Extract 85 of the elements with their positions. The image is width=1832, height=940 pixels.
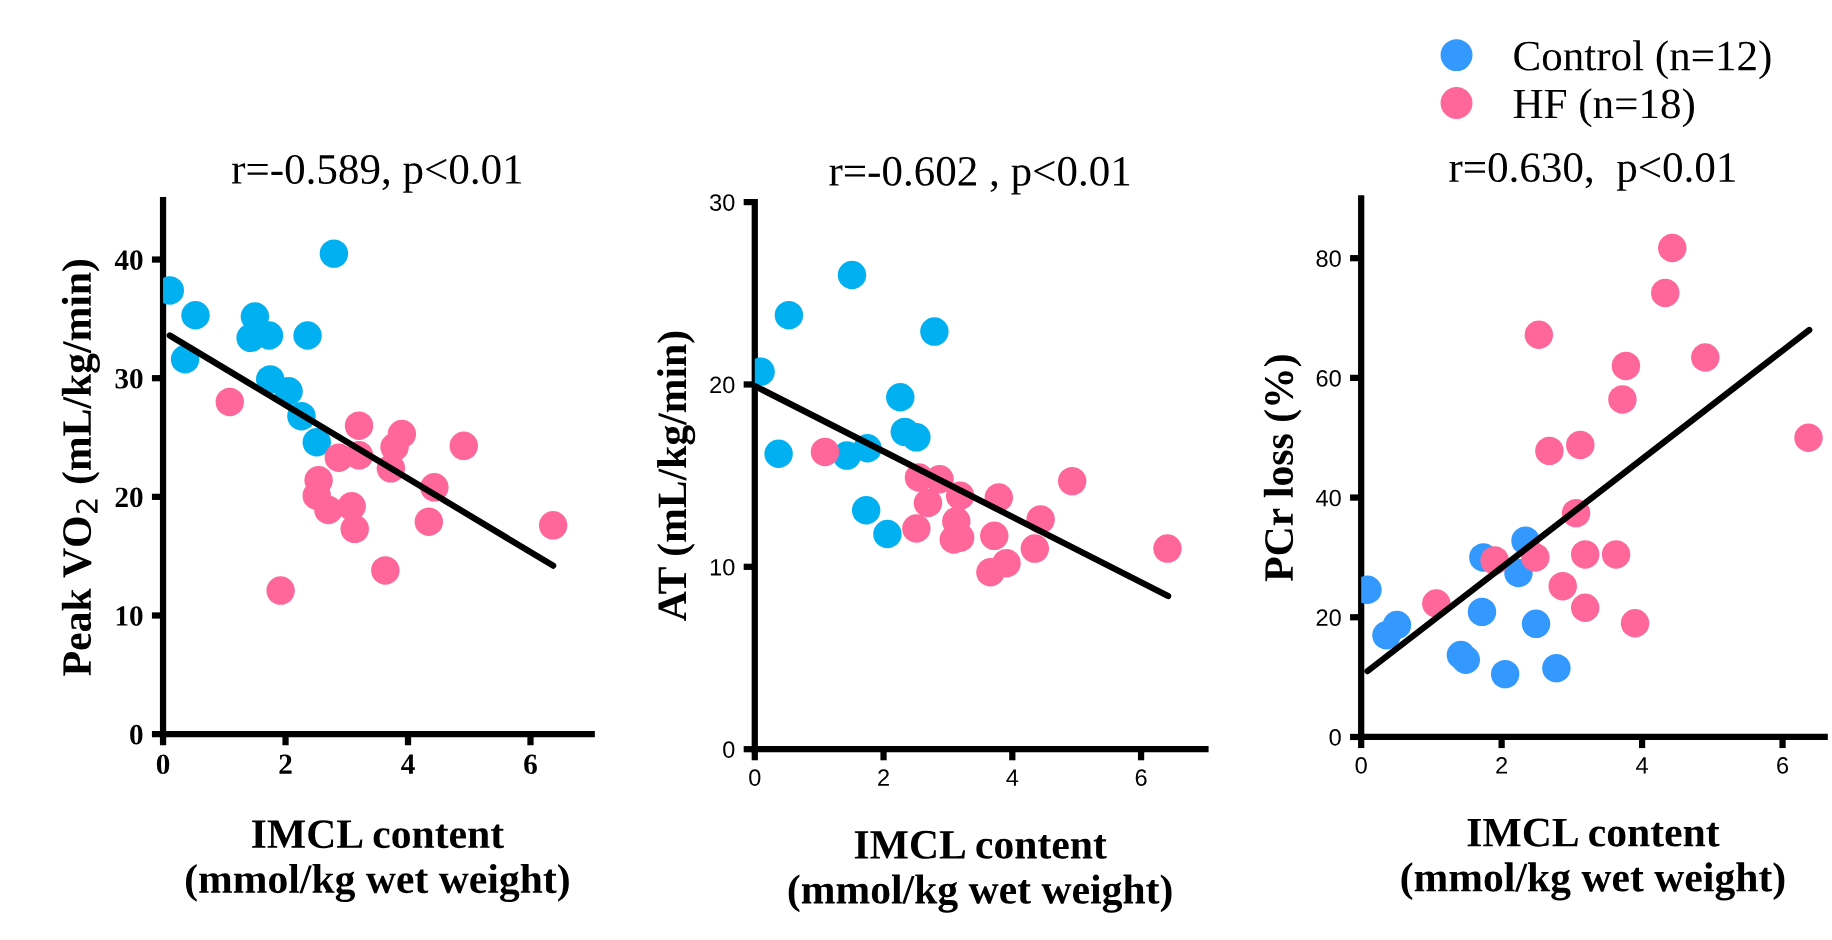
point [1524, 320, 1554, 350]
point [1382, 610, 1412, 640]
point [1658, 233, 1687, 263]
point [344, 411, 374, 440]
x-tick-label: 2 [279, 754, 292, 774]
y-tick-label: 20 [710, 376, 735, 394]
y-axis-title: PCr loss (%) [1263, 355, 1302, 582]
point [837, 260, 867, 290]
point [851, 496, 881, 525]
point [1601, 540, 1631, 569]
y-axis-title: Peak VO$_{2}$ (mL/kg/min) [61, 259, 100, 676]
legend-label: Control (n=12) [1514, 40, 1771, 80]
x-tick-label: 2 [878, 769, 889, 786]
point [1691, 343, 1720, 372]
point [1548, 571, 1577, 601]
y-tick-label: 0 [1329, 729, 1341, 746]
chart-title: r=0.630, p<0.01 [1449, 153, 1735, 191]
x-tick-label: 2 [1496, 757, 1508, 774]
point [1651, 278, 1680, 308]
point [1490, 659, 1520, 689]
point [181, 301, 210, 330]
x-tick-label: 6 [524, 754, 537, 775]
x-tick-label: 4 [401, 754, 415, 774]
point [886, 382, 915, 412]
point [1153, 534, 1182, 563]
y-tick-label: 60 [1316, 369, 1341, 387]
y-tick-label: 20 [1316, 609, 1341, 627]
point [1794, 423, 1823, 452]
point [902, 423, 931, 452]
point [902, 514, 931, 543]
point [1566, 430, 1595, 460]
x-tick-label: 0 [156, 754, 170, 775]
y-tick-label: 0 [130, 724, 143, 745]
point [1542, 653, 1571, 683]
point [913, 488, 943, 518]
point [449, 431, 478, 461]
point [774, 300, 804, 330]
y-tick-label: 0 [723, 741, 735, 758]
point [340, 514, 369, 544]
point [1057, 466, 1087, 496]
point [1521, 609, 1551, 639]
x-tick-label: 4 [1006, 769, 1019, 786]
point [1608, 385, 1637, 414]
point [1570, 593, 1600, 622]
point [1020, 534, 1050, 563]
chart-title: r=-0.602 , p<0.01 [829, 156, 1130, 195]
point [1620, 609, 1650, 638]
point [319, 239, 349, 268]
point [764, 439, 793, 468]
point [1467, 597, 1497, 627]
chart-title: r=-0.589, p<0.01 [232, 154, 522, 193]
x-tick-label: 0 [749, 769, 761, 786]
point [1611, 351, 1641, 381]
point [810, 437, 840, 467]
point [293, 321, 322, 350]
point [1535, 436, 1564, 466]
point [414, 507, 444, 536]
y-tick-label: 10 [710, 558, 735, 576]
y-tick-label: 20 [115, 487, 143, 508]
point [873, 519, 902, 549]
x-axis-title: IMCL content (mmol/kg wet weight) [185, 820, 569, 903]
y-tick-label: 30 [115, 368, 143, 389]
y-tick-label: 40 [1316, 489, 1341, 507]
point [371, 556, 400, 585]
legend-label: HF (n=18) [1513, 88, 1694, 128]
y-tick-label: 10 [116, 606, 143, 626]
y-tick-label: 30 [709, 194, 735, 211]
point [920, 317, 949, 346]
point [302, 428, 331, 457]
point [215, 387, 245, 417]
y-tick-label: 40 [114, 250, 143, 270]
point [266, 576, 295, 605]
x-axis-title: IMCL content (mmol/kg wet weight) [1401, 818, 1785, 901]
y-axis-title: AT (mL/kg/min) [657, 331, 696, 621]
x-tick-label: 6 [1777, 757, 1789, 774]
x-axis-title: IMCL content (mmol/kg wet weight) [788, 830, 1172, 913]
point [980, 521, 1009, 551]
point [314, 495, 343, 525]
point [1570, 540, 1600, 569]
x-tick-label: 6 [1135, 769, 1147, 786]
point [976, 558, 1005, 587]
x-tick-label: 4 [1636, 757, 1648, 774]
y-tick-label: 80 [1316, 250, 1341, 267]
point [538, 511, 568, 540]
x-tick-label: 0 [1355, 757, 1367, 774]
